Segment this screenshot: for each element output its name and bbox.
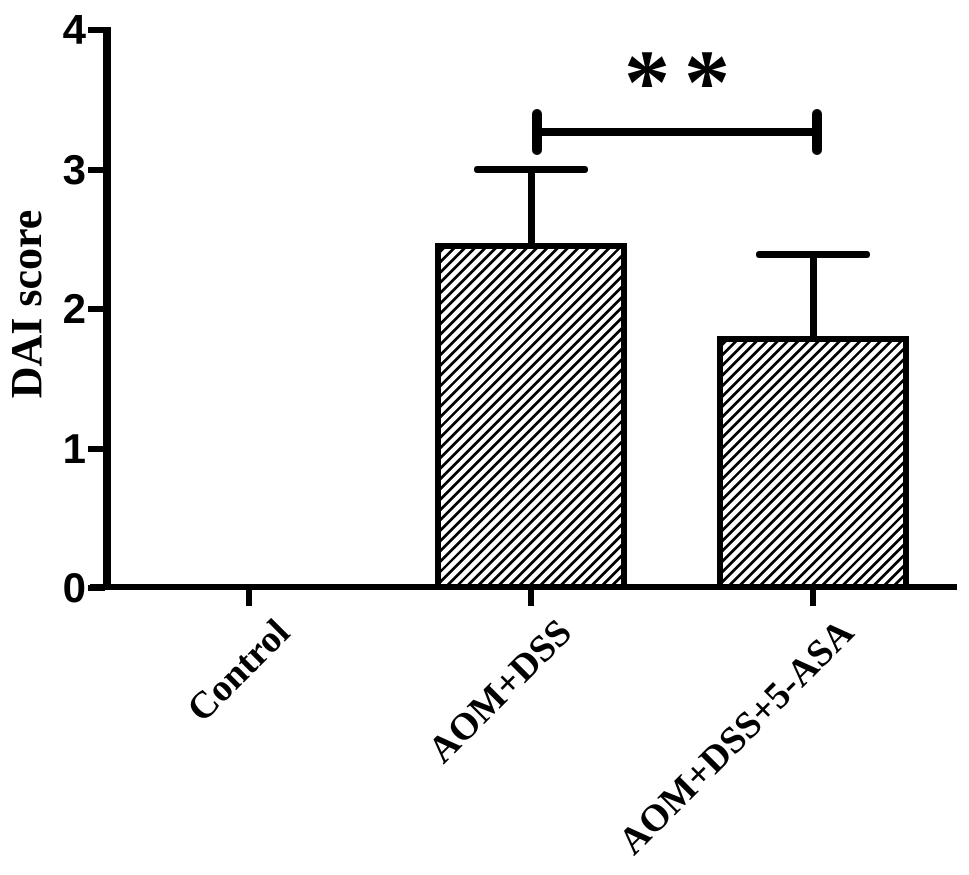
x-axis-label: Control [179,611,298,731]
error-bar-cap [474,166,588,173]
x-axis-label: AOM+DSS [420,611,580,772]
y-tick-label: 2 [62,285,86,332]
y-axis-line [103,27,111,590]
x-axis-tick [810,590,816,606]
y-tick-label: 0 [62,564,86,611]
y-tick-label: 3 [62,145,86,193]
error-bar-stem [527,169,535,244]
bar [717,335,909,590]
x-axis-tick [528,590,534,606]
y-axis-tick [88,166,105,173]
y-tick-label: 4 [62,6,86,53]
y-tick-label: 1 [62,424,86,472]
x-axis-label: AOM+DSS+5-ASA [610,611,862,863]
significance-bracket-left-cap [532,108,542,155]
x-axis-tick [246,590,252,606]
y-axis-tick [88,445,105,452]
significance-bracket-right-cap [812,108,822,155]
y-axis-tick [88,585,105,591]
y-axis-tick [88,306,105,312]
significance-bracket-line [537,127,817,136]
bar [435,243,627,590]
error-bar-cap [756,251,870,259]
y-axis-tick [88,27,105,33]
error-bar-stem [809,254,817,336]
significance-label: ** [624,30,744,133]
